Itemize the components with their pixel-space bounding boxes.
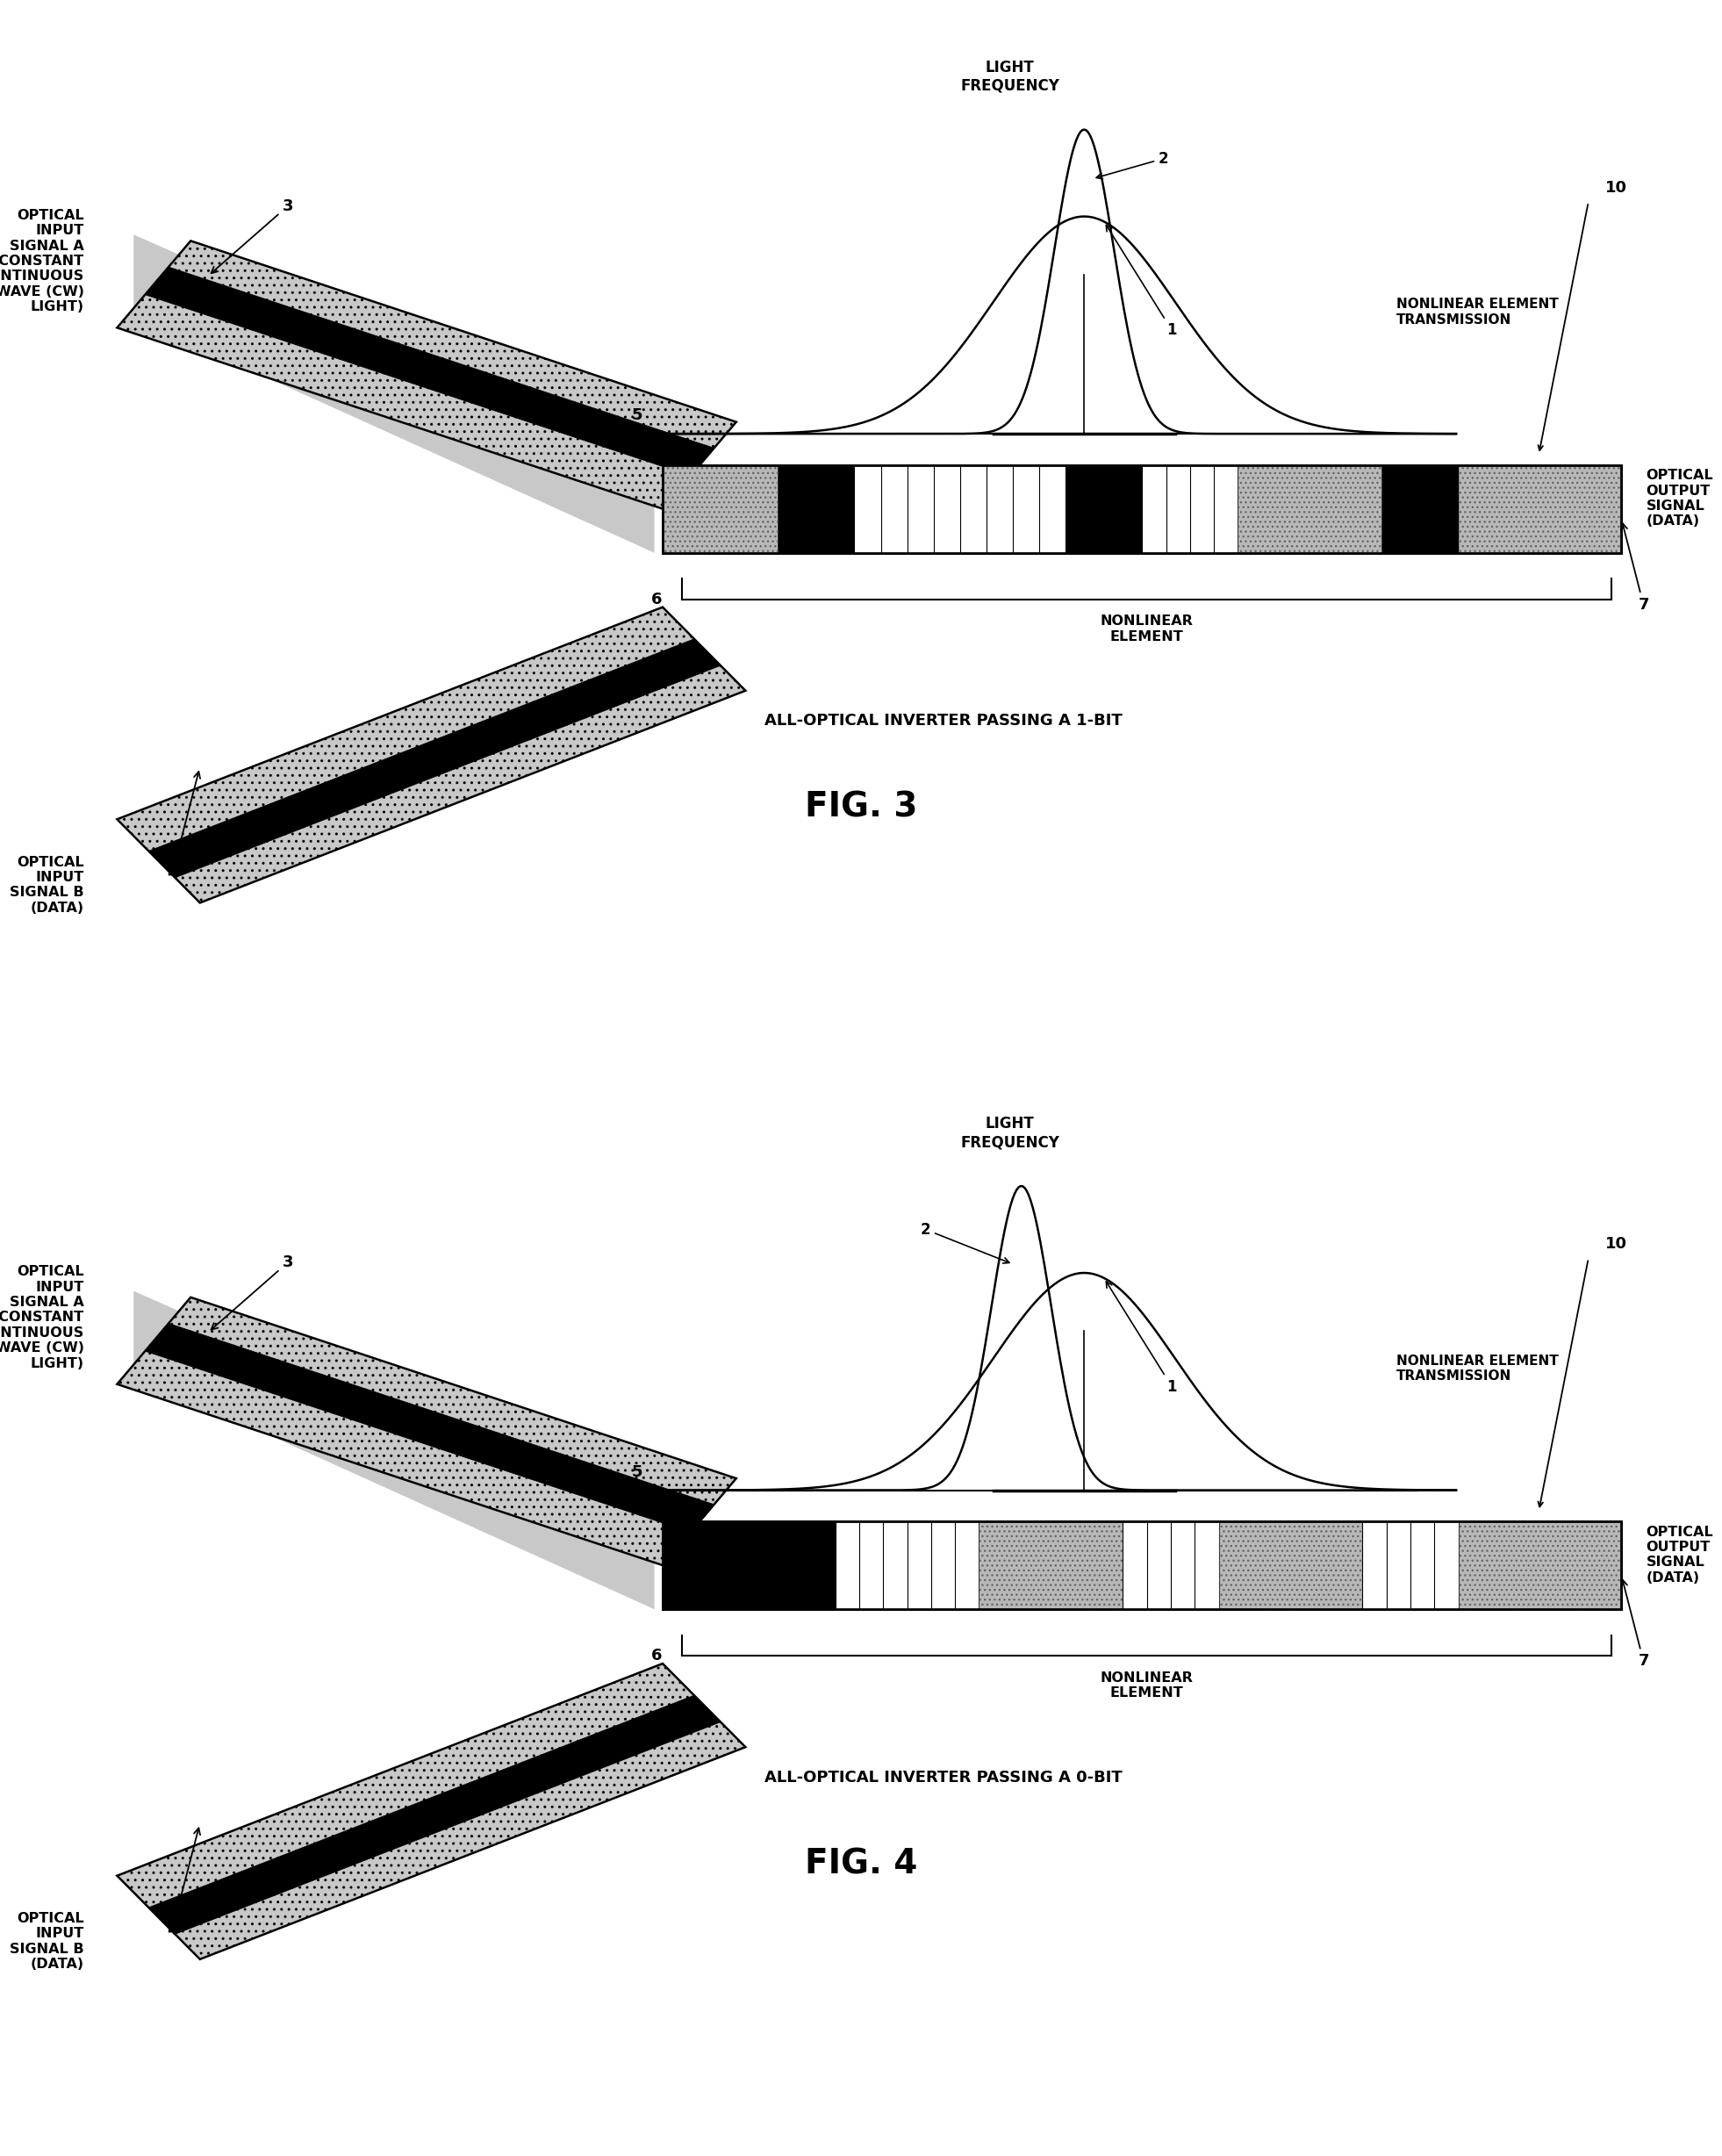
Bar <box>1219 1522 1362 1608</box>
Polygon shape <box>148 638 720 877</box>
Polygon shape <box>145 1324 715 1533</box>
Bar <box>778 466 854 552</box>
Bar <box>1066 466 1142 552</box>
Text: OPTICAL
INPUT
SIGNAL B
(DATA): OPTICAL INPUT SIGNAL B (DATA) <box>10 856 84 914</box>
Bar <box>663 466 1622 552</box>
Text: LIGHT
FREQUENCY: LIGHT FREQUENCY <box>961 60 1059 93</box>
Text: NONLINEAR
ELEMENT: NONLINEAR ELEMENT <box>1100 614 1193 642</box>
Text: 10: 10 <box>1605 179 1627 196</box>
Bar <box>1381 466 1459 552</box>
Bar <box>854 466 1066 552</box>
Bar <box>663 1522 835 1608</box>
Polygon shape <box>117 1298 737 1565</box>
Bar <box>1459 466 1622 552</box>
Bar <box>663 466 778 552</box>
Text: OPTICAL
INPUT
SIGNAL A
(CONSTANT
CONTINUOUS
WAVE (CW)
LIGHT): OPTICAL INPUT SIGNAL A (CONSTANT CONTINU… <box>0 209 84 313</box>
Bar <box>1362 1522 1459 1608</box>
Bar <box>1459 466 1622 552</box>
Text: LIGHT
FREQUENCY: LIGHT FREQUENCY <box>961 1117 1059 1149</box>
Bar <box>1459 1522 1622 1608</box>
Text: 10: 10 <box>1605 1235 1627 1253</box>
Text: FIG. 3: FIG. 3 <box>804 791 918 824</box>
Polygon shape <box>134 235 654 552</box>
Text: FIG. 4: FIG. 4 <box>804 1848 918 1880</box>
Text: OPTICAL
OUTPUT
SIGNAL
(DATA): OPTICAL OUTPUT SIGNAL (DATA) <box>1646 1526 1713 1585</box>
Bar <box>980 1522 1123 1608</box>
Bar <box>663 466 778 552</box>
Text: ALL-OPTICAL INVERTER PASSING A 0-BIT: ALL-OPTICAL INVERTER PASSING A 0-BIT <box>765 1770 1123 1785</box>
Text: 1: 1 <box>1106 1281 1176 1395</box>
Polygon shape <box>117 1664 746 1960</box>
Text: OPTICAL
INPUT
SIGNAL A
(CONSTANT
CONTINUOUS
WAVE (CW)
LIGHT): OPTICAL INPUT SIGNAL A (CONSTANT CONTINU… <box>0 1266 84 1369</box>
Text: NONLINEAR ELEMENT
TRANSMISSION: NONLINEAR ELEMENT TRANSMISSION <box>1397 298 1558 326</box>
Bar <box>663 466 1622 552</box>
Text: 5: 5 <box>632 1464 642 1479</box>
Polygon shape <box>148 1695 720 1934</box>
Text: 2: 2 <box>920 1222 1009 1263</box>
Text: OPTICAL
INPUT
SIGNAL B
(DATA): OPTICAL INPUT SIGNAL B (DATA) <box>10 1912 84 1971</box>
Text: NONLINEAR ELEMENT
TRANSMISSION: NONLINEAR ELEMENT TRANSMISSION <box>1397 1354 1558 1382</box>
Bar <box>1238 466 1381 552</box>
Text: 7: 7 <box>1620 524 1650 612</box>
Bar <box>1123 1522 1219 1608</box>
Text: 5: 5 <box>632 407 642 423</box>
Text: 6: 6 <box>651 591 661 608</box>
Text: 3: 3 <box>212 198 293 274</box>
Text: 7: 7 <box>1620 1580 1650 1669</box>
Text: 6: 6 <box>651 1647 661 1664</box>
Text: 4: 4 <box>167 1828 200 1938</box>
Bar <box>1142 466 1238 552</box>
Polygon shape <box>134 1291 654 1608</box>
Text: 4: 4 <box>167 772 200 882</box>
Bar <box>835 1522 980 1608</box>
Bar <box>663 1522 1622 1608</box>
Text: NONLINEAR
ELEMENT: NONLINEAR ELEMENT <box>1100 1671 1193 1699</box>
Bar <box>663 1522 1622 1608</box>
Polygon shape <box>117 241 737 509</box>
Text: 1: 1 <box>1106 224 1176 338</box>
Bar <box>1219 1522 1362 1608</box>
Text: ALL-OPTICAL INVERTER PASSING A 1-BIT: ALL-OPTICAL INVERTER PASSING A 1-BIT <box>765 714 1123 729</box>
Text: 3: 3 <box>212 1255 293 1330</box>
Text: OPTICAL
OUTPUT
SIGNAL
(DATA): OPTICAL OUTPUT SIGNAL (DATA) <box>1646 470 1713 528</box>
Text: 2: 2 <box>1097 151 1169 179</box>
Bar <box>980 1522 1123 1608</box>
Polygon shape <box>145 267 715 476</box>
Polygon shape <box>117 608 746 903</box>
Bar <box>1459 1522 1622 1608</box>
Bar <box>1238 466 1381 552</box>
